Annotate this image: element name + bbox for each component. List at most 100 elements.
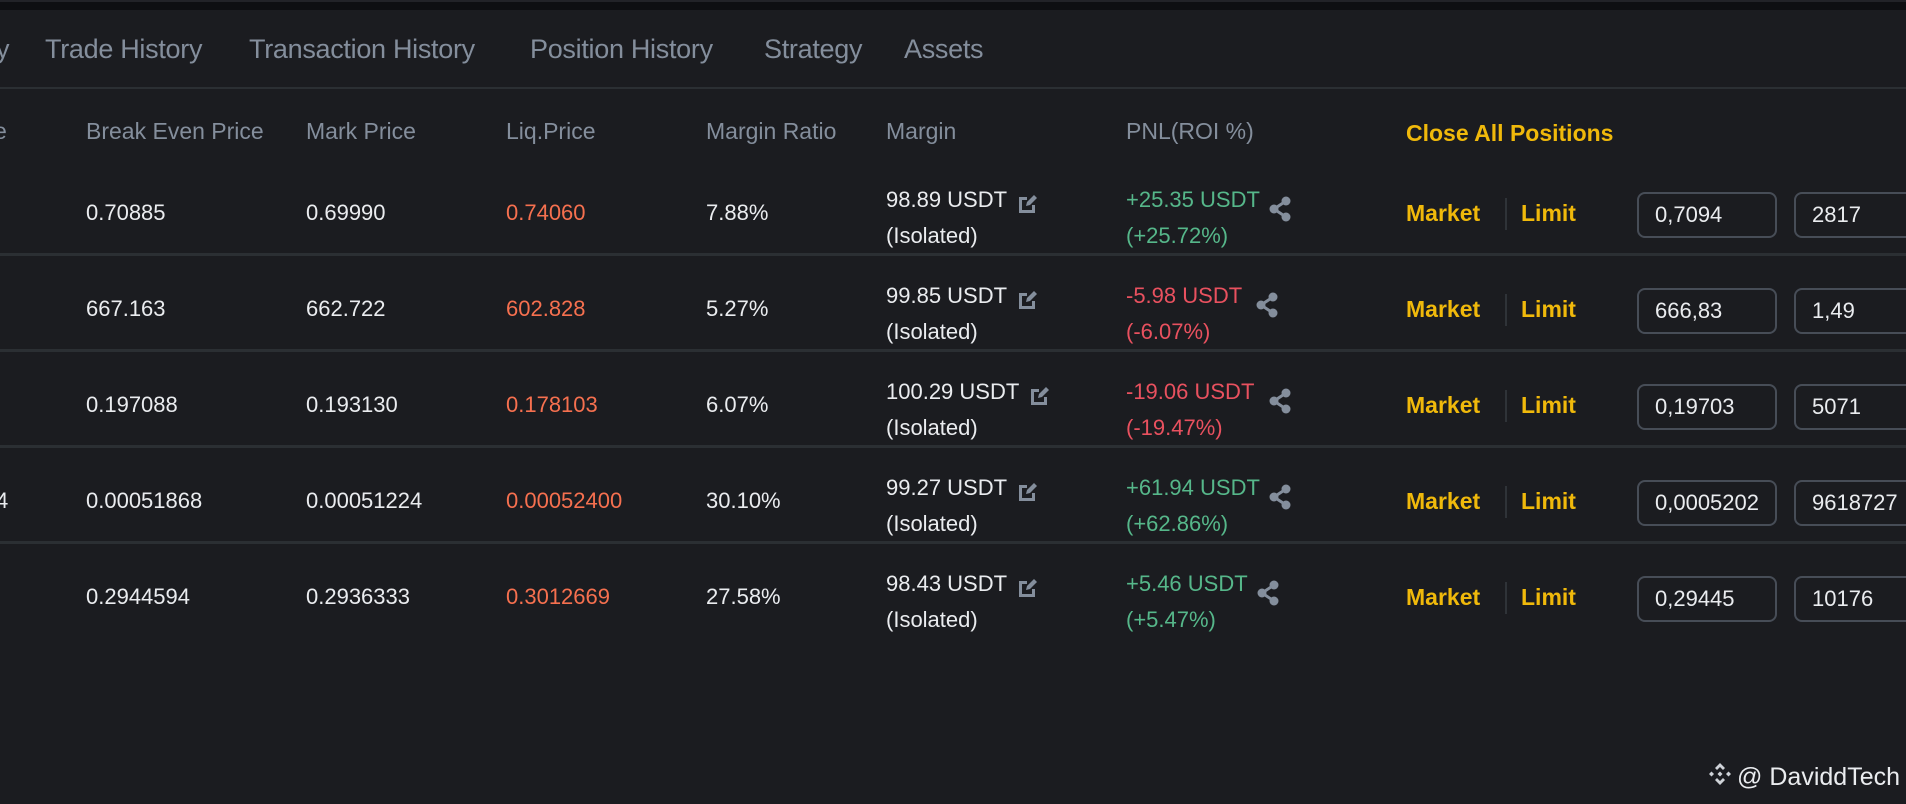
partial-cell: 4 — [0, 488, 9, 513]
divider — [1505, 390, 1507, 422]
break-even-price: 667.163 — [86, 296, 166, 321]
margin-value: 100.29 USDT — [886, 379, 1020, 404]
margin-ratio: 7.88% — [706, 200, 769, 225]
liq-price: 0.00052400 — [506, 488, 623, 513]
table-row: 0.2944594 0.2936333 0.3012669 27.58% 98.… — [0, 544, 1906, 640]
margin-mode: (Isolated) — [886, 607, 978, 632]
limit-price-input[interactable] — [1637, 576, 1777, 622]
header-liq-price: Liq.Price — [506, 118, 596, 144]
market-close-button[interactable]: Market — [1406, 200, 1481, 226]
mark-price: 0.193130 — [306, 392, 398, 417]
share-icon[interactable] — [1268, 388, 1292, 419]
margin-cell: 99.85 USDT (Isolated) — [886, 278, 1007, 350]
mark-price: 0.2936333 — [306, 584, 410, 609]
pnl-value: +5.46 USDT — [1126, 571, 1248, 596]
mark-price: 662.722 — [306, 296, 386, 321]
margin-cell: 98.89 USDT (Isolated) — [886, 182, 1007, 254]
quantity-input[interactable] — [1794, 576, 1906, 622]
tab-trade-history[interactable]: Trade History — [45, 34, 203, 64]
pnl-cell: -19.06 USDT (-19.47%) — [1126, 374, 1254, 446]
share-icon[interactable] — [1268, 484, 1292, 515]
watermark: @ DaviddTech — [1707, 761, 1900, 794]
limit-price-input[interactable] — [1637, 480, 1777, 526]
edit-margin-icon[interactable] — [1016, 192, 1040, 221]
market-close-button[interactable]: Market — [1406, 584, 1481, 610]
break-even-price: 0.00051868 — [86, 488, 203, 513]
market-close-button[interactable]: Market — [1406, 296, 1481, 322]
liq-price: 0.178103 — [506, 392, 598, 417]
liq-price: 0.74060 — [506, 200, 586, 225]
margin-value: 98.43 USDT — [886, 571, 1008, 596]
roi-value: (+62.86%) — [1126, 511, 1229, 536]
margin-value: 99.85 USDT — [886, 283, 1008, 308]
market-close-button[interactable]: Market — [1406, 488, 1481, 514]
quantity-input[interactable] — [1794, 192, 1906, 238]
divider — [1505, 294, 1507, 326]
margin-mode: (Isolated) — [886, 415, 978, 440]
margin-ratio: 5.27% — [706, 296, 769, 321]
tab-assets[interactable]: Assets — [904, 34, 984, 64]
share-icon[interactable] — [1255, 292, 1279, 323]
pnl-cell: +25.35 USDT (+25.72%) — [1126, 182, 1260, 254]
margin-mode: (Isolated) — [886, 223, 978, 248]
liq-price: 602.828 — [506, 296, 586, 321]
edit-margin-icon[interactable] — [1016, 288, 1040, 317]
roi-value: (-19.47%) — [1126, 415, 1223, 440]
pnl-cell: +5.46 USDT (+5.47%) — [1126, 566, 1248, 638]
mark-price: 0.00051224 — [306, 488, 423, 513]
tab-strategy[interactable]: Strategy — [764, 34, 863, 64]
header-margin-ratio: Margin Ratio — [706, 118, 837, 144]
quantity-input[interactable] — [1794, 288, 1906, 334]
break-even-price: 0.2944594 — [86, 584, 190, 609]
limit-close-button[interactable]: Limit — [1521, 296, 1576, 322]
close-all-positions-button[interactable]: Close All Positions — [1406, 120, 1614, 146]
margin-cell: 98.43 USDT (Isolated) — [886, 566, 1007, 638]
margin-mode: (Isolated) — [886, 511, 978, 536]
limit-price-input[interactable] — [1637, 288, 1777, 334]
share-icon[interactable] — [1256, 580, 1280, 611]
quantity-input[interactable] — [1794, 384, 1906, 430]
margin-ratio: 30.10% — [706, 488, 781, 513]
header-mark-price: Mark Price — [306, 118, 416, 144]
table-row: 667.163 662.722 602.828 5.27% 99.85 USDT… — [0, 256, 1906, 352]
pnl-value: +25.35 USDT — [1126, 187, 1260, 212]
tab-partial[interactable]: y — [0, 34, 10, 64]
liq-price: 0.3012669 — [506, 584, 610, 609]
pnl-value: +61.94 USDT — [1126, 475, 1260, 500]
margin-cell: 100.29 USDT (Isolated) — [886, 374, 1019, 446]
tab-transaction-history[interactable]: Transaction History — [249, 34, 475, 64]
pnl-cell: +61.94 USDT (+62.86%) — [1126, 470, 1260, 542]
quantity-input[interactable] — [1794, 480, 1906, 526]
margin-mode: (Isolated) — [886, 319, 978, 344]
limit-price-input[interactable] — [1637, 192, 1777, 238]
margin-value: 98.89 USDT — [886, 187, 1008, 212]
edit-margin-icon[interactable] — [1016, 480, 1040, 509]
divider — [1505, 198, 1507, 230]
limit-close-button[interactable]: Limit — [1521, 392, 1576, 418]
edit-margin-icon[interactable] — [1028, 384, 1052, 413]
pnl-value: -5.98 USDT — [1126, 283, 1243, 308]
market-close-button[interactable]: Market — [1406, 392, 1481, 418]
table-row: 0.70885 0.69990 0.74060 7.88% 98.89 USDT… — [0, 160, 1906, 256]
roi-value: (-6.07%) — [1126, 319, 1211, 344]
pnl-value: -19.06 USDT — [1126, 379, 1255, 404]
margin-value: 99.27 USDT — [886, 475, 1008, 500]
roi-value: (+25.72%) — [1126, 223, 1229, 248]
limit-price-input[interactable] — [1637, 384, 1777, 430]
header-break-even-price: Break Even Price — [86, 118, 264, 144]
share-icon[interactable] — [1268, 196, 1292, 227]
limit-close-button[interactable]: Limit — [1521, 488, 1576, 514]
divider — [1505, 486, 1507, 518]
binance-logo-icon — [1707, 761, 1733, 794]
limit-close-button[interactable]: Limit — [1521, 584, 1576, 610]
roi-value: (+5.47%) — [1126, 607, 1216, 632]
break-even-price: 0.197088 — [86, 392, 178, 417]
edit-margin-icon[interactable] — [1016, 576, 1040, 605]
header-pnl: PNL(ROI %) — [1126, 118, 1254, 144]
margin-ratio: 27.58% — [706, 584, 781, 609]
mark-price: 0.69990 — [306, 200, 386, 225]
limit-close-button[interactable]: Limit — [1521, 200, 1576, 226]
tab-position-history[interactable]: Position History — [530, 34, 713, 64]
margin-cell: 99.27 USDT (Isolated) — [886, 470, 1007, 542]
divider — [1505, 582, 1507, 614]
